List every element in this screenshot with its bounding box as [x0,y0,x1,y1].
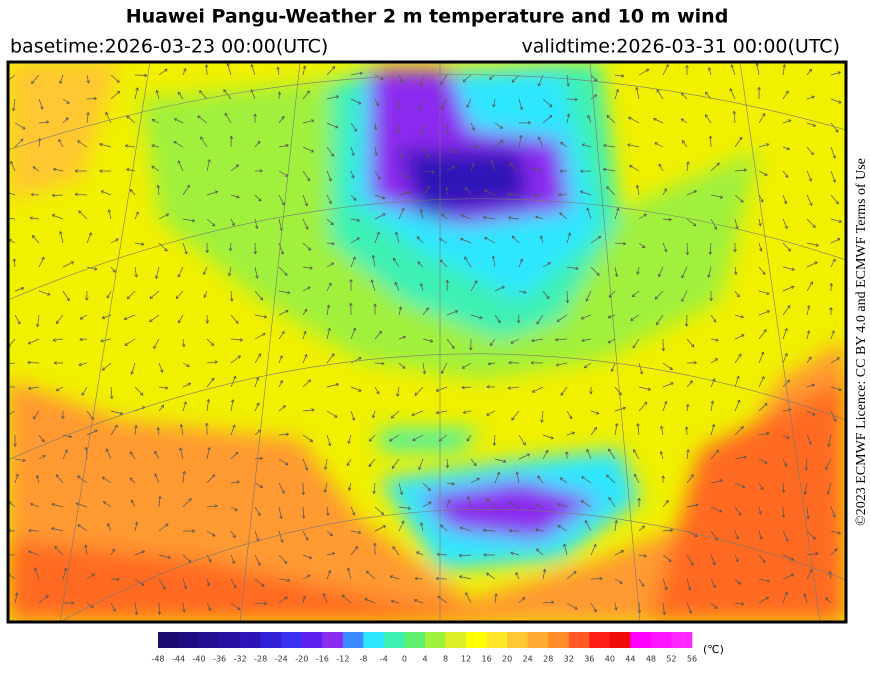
colorbar-tick-label: 24 [523,655,533,664]
colorbar-tick-label: 32 [564,655,574,664]
colorbar-tick-label: -44 [172,655,185,664]
colorbar-tick-label: -16 [316,655,329,664]
colorbar-tick-label: 48 [646,655,656,664]
colorbar-tick-label: 0 [402,655,407,664]
colorbar-segment [548,632,569,648]
colorbar-tick-label: 12 [461,655,471,664]
colorbar-tick-label: -24 [275,655,288,664]
colorbar-segment [487,632,508,648]
colorbar-segment [610,632,631,648]
colorbar-segment [240,632,261,648]
colorbar-segment [466,632,487,648]
colorbar-segment [404,632,425,648]
colorbar-segment [363,632,384,648]
colorbar-segment [569,632,590,648]
colorbar-segment [158,632,179,648]
colorbar-tick-label: -28 [254,655,267,664]
colorbar-segment [528,632,549,648]
colorbar-tick-label: -12 [336,655,349,664]
colorbar-segment [507,632,528,648]
colorbar-tick-label: 16 [482,655,492,664]
wind-arrow-head [3,363,6,366]
colorbar-tick-label: 4 [422,655,427,664]
temperature-field [8,62,846,622]
colorbar-segment [179,632,200,648]
colorbar-tick-label: -8 [359,655,367,664]
colorbar-tick-label: -36 [213,655,226,664]
colorbar-tick-label: -32 [234,655,247,664]
colorbar-tick-label: 40 [605,655,615,664]
colorbar-unit: (℃) [703,643,724,656]
basetime: basetime:2026-03-23 00:00(UTC) [10,36,328,58]
colorbar-tick-label: 8 [443,655,448,664]
colorbar-segment [671,632,692,648]
colorbar-segment [384,632,405,648]
colorbar-segment [322,632,343,648]
colorbar-tick-label: -40 [193,655,206,664]
colorbar-segment [281,632,302,648]
colorbar-tick-label: 52 [666,655,676,664]
wind-arrow-head [3,385,6,388]
colorbar-tick-label: 44 [625,655,635,664]
colorbar-segment [630,632,651,648]
colorbar-tick-label: 20 [502,655,512,664]
colorbar-segment [220,632,241,648]
colorbar-tick-label: 28 [543,655,553,664]
title: Huawei Pangu-Weather 2 m temperature and… [126,6,729,28]
colorbar-segment [651,632,672,648]
colorbar-segment [199,632,220,648]
license: ©2023 ECMWF Licence: CC BY 4.0 and ECMWF… [854,158,869,526]
colorbar-segment [261,632,282,648]
colorbar-tick-label: -20 [295,655,308,664]
colorbar-segment [425,632,446,648]
validtime: validtime:2026-03-31 00:00(UTC) [521,36,840,58]
colorbar-tick-label: -4 [380,655,388,664]
colorbar-segment [302,632,323,648]
colorbar-tick-label: 56 [687,655,697,664]
colorbar-tick-label: 36 [584,655,594,664]
colorbar-tick-label: -48 [151,655,164,664]
colorbar-segment [343,632,364,648]
colorbar-segment [446,632,467,648]
colorbar-segment [589,632,610,648]
